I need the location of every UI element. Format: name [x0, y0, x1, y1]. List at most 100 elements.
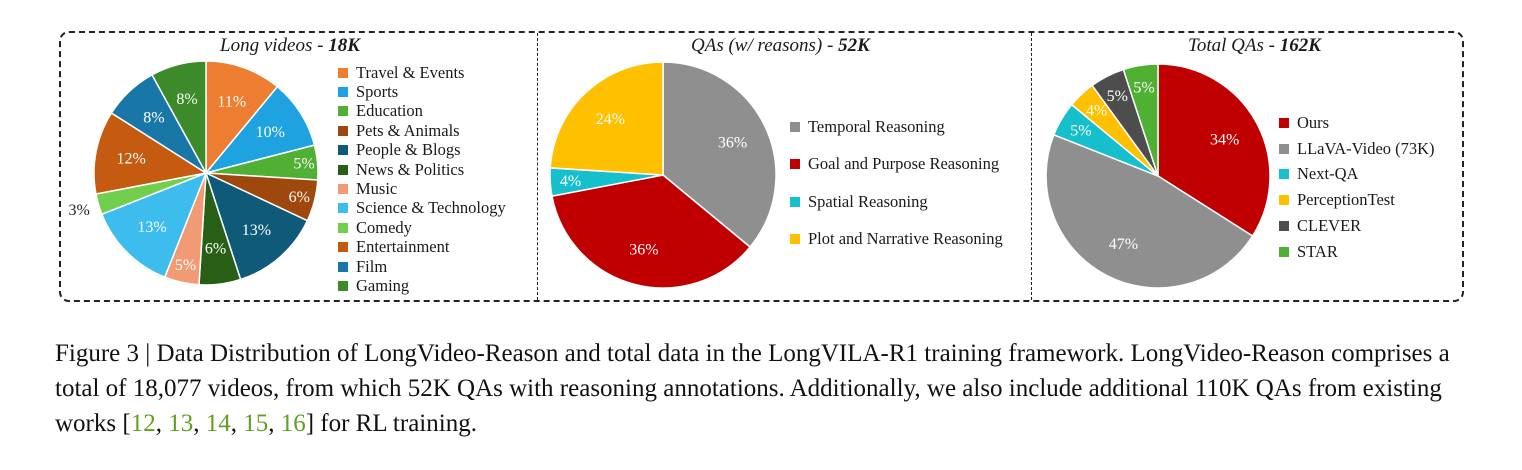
chart-title-qas-reasons: QAs (w/ reasons) - 52K: [691, 35, 870, 56]
pie-slice-1: [551, 174, 752, 289]
legend-label: Sports: [356, 82, 399, 102]
legend-label: Entertainment: [356, 237, 450, 257]
legend-label: Gaming: [356, 276, 410, 295]
data-label-3: 24%: [596, 111, 625, 128]
total-qas-pie: 34%47%5%4%5%5%: [1045, 63, 1271, 289]
data-label-4: 5%: [1107, 88, 1128, 105]
data-label-11: 8%: [176, 91, 197, 108]
legend-swatch: [1279, 246, 1289, 257]
legend-swatch: [338, 125, 348, 136]
pie-slice-5: [1122, 63, 1159, 177]
legend-item: Goal and Purpose Reasoning: [790, 146, 1003, 184]
citation-link[interactable]: 15: [243, 410, 269, 437]
legend-swatch: [1279, 195, 1289, 206]
citation-link[interactable]: 12: [130, 410, 156, 437]
citation-link[interactable]: 14: [205, 410, 231, 437]
data-label-10: 8%: [143, 110, 164, 127]
legend-swatch: [338, 106, 348, 117]
citation-list: 12, 13, 14, 15, 16: [130, 410, 306, 437]
legend-item: Education: [338, 101, 506, 121]
legend-swatch: [338, 222, 348, 233]
citation-link[interactable]: 16: [280, 410, 306, 437]
data-label-1: 36%: [629, 241, 658, 258]
legend-item: Spatial Reasoning: [790, 183, 1003, 221]
pie-slice-11: [151, 60, 207, 174]
legend-label: People & Blogs: [356, 140, 461, 160]
data-label-3: 4%: [1086, 103, 1107, 120]
legend-item: Science & Technology: [338, 198, 506, 218]
data-label-0: 34%: [1210, 131, 1239, 148]
legend-label: Science & Technology: [356, 198, 506, 218]
legend-label: Music: [356, 179, 398, 199]
legend-swatch: [338, 87, 348, 98]
legend-item: Travel & Events: [338, 63, 506, 82]
legend-label: PerceptionTest: [1297, 190, 1395, 210]
citation-link[interactable]: 13: [168, 410, 194, 437]
pie-slice-1: [1045, 133, 1254, 289]
long-videos-panel: Long videos - 18K 11% 10% 5% 6% 13% 6% 5% 13% 3%…: [60, 33, 536, 300]
chart-title-total-qas: Total QAs - 162K: [1188, 35, 1321, 56]
pie-slice-0: [205, 60, 279, 176]
legend-item: News & Politics: [338, 160, 506, 179]
legend-label: Plot and Narrative Reasoning: [808, 229, 1003, 249]
legend-item: Film: [338, 257, 506, 276]
pie-slice-3: [549, 61, 664, 176]
pie-slice-9: [93, 111, 209, 195]
panel-divider-2: [1031, 33, 1032, 300]
qas-reasons-pie: 36% 36% 4% 24%: [549, 61, 777, 289]
chart-title-long-videos: Long videos - 18K: [220, 35, 360, 56]
legend-swatch: [338, 261, 348, 272]
legend-swatch: [1279, 143, 1289, 154]
legend-swatch: [790, 196, 800, 207]
legend-item: Ours: [1279, 110, 1435, 136]
legend-label: Spatial Reasoning: [808, 191, 928, 211]
legend-swatch: [1279, 169, 1289, 180]
legend-swatch: [338, 184, 348, 195]
data-label-2: 4%: [560, 173, 581, 190]
data-label-9: 12%: [117, 151, 146, 168]
legend-label: CLEVER: [1297, 216, 1362, 236]
data-label-5: 6%: [205, 241, 226, 258]
legend-label: Film: [356, 256, 388, 276]
legend-swatch: [338, 203, 348, 214]
data-label-7: 13%: [137, 219, 166, 236]
legend-swatch: [790, 234, 800, 245]
long-videos-pie: 11% 10% 5% 6% 13% 6% 5% 13% 3% 12% 8% 8%: [69, 60, 319, 286]
legend-swatch: [790, 121, 800, 132]
legend-swatch: [338, 280, 348, 291]
data-label-0: 11%: [217, 93, 246, 110]
pie-slice-7: [100, 171, 208, 279]
legend-label: Comedy: [356, 217, 412, 237]
long-videos-legend: Travel & Events Sports Education Pets & Ani…: [338, 63, 506, 296]
legend-swatch: [338, 242, 348, 253]
pie-slice-0: [662, 61, 777, 249]
legend-label: Next-QA: [1297, 164, 1359, 184]
data-label-5: 5%: [1133, 80, 1154, 97]
legend-label: Goal and Purpose Reasoning: [808, 154, 1000, 174]
data-label-4: 13%: [242, 222, 271, 239]
legend-label: LLaVA-Video (73K): [1297, 138, 1435, 158]
legend-label: Ours: [1297, 112, 1330, 132]
caption-text-end: ] for RL training.: [305, 410, 477, 437]
legend-item: Gaming: [338, 276, 506, 295]
data-label-8: 3%: [69, 202, 90, 219]
legend-item: CLEVER: [1279, 213, 1435, 239]
data-label-0: 36%: [718, 134, 747, 151]
legend-item: Pets & Animals: [338, 121, 506, 140]
legend-swatch: [1279, 221, 1289, 232]
pie-slice-4: [204, 171, 309, 281]
legend-swatch: [338, 145, 348, 156]
legend-item: Plot and Narrative Reasoning: [790, 221, 1003, 259]
legend-label: STAR: [1297, 241, 1338, 261]
qas-reasons-panel: QAs (w/ reasons) - 52K 36% 36% 4% 24% Tempo…: [539, 33, 1029, 300]
data-label-3: 6%: [289, 189, 310, 206]
legend-item: STAR: [1279, 239, 1435, 265]
legend-item: People & Blogs: [338, 140, 506, 160]
legend-label: News & Politics: [356, 159, 465, 179]
legend-swatch: [1279, 117, 1289, 128]
figure-frame: [59, 31, 1464, 302]
legend-label: Travel & Events: [356, 62, 465, 82]
caption-text: Figure 3 | Data Distribution of LongVide…: [55, 340, 1450, 437]
legend-label: Temporal Reasoning: [808, 116, 945, 136]
data-label-1: 47%: [1109, 236, 1138, 253]
